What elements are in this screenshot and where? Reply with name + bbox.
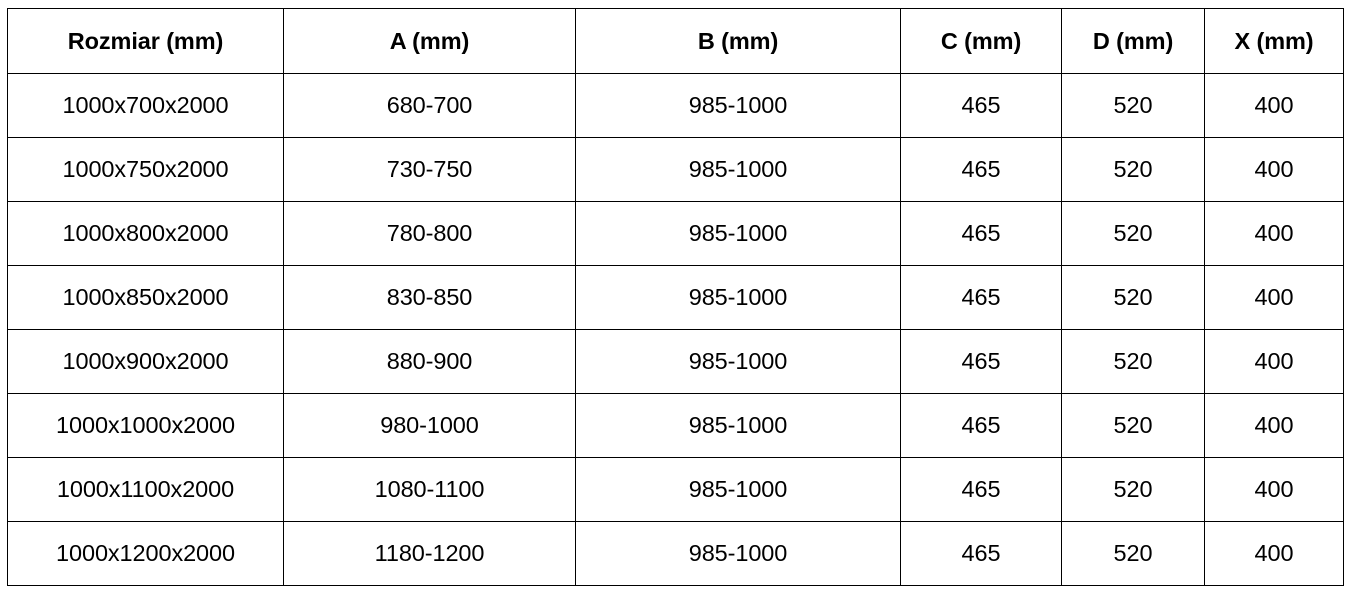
cell-c: 465: [900, 457, 1062, 522]
cell-x: 400: [1204, 137, 1344, 202]
cell-x: 400: [1204, 521, 1344, 586]
cell-c: 465: [900, 201, 1062, 266]
table-row: 1000x750x2000 730-750 985-1000 465 520 400: [7, 137, 1344, 202]
cell-x: 400: [1204, 73, 1344, 138]
cell-b: 985-1000: [575, 265, 901, 330]
cell-size: 1000x800x2000: [7, 201, 284, 266]
cell-size: 1000x1000x2000: [7, 393, 284, 458]
cell-d: 520: [1061, 137, 1205, 202]
cell-size: 1000x1100x2000: [7, 457, 284, 522]
cell-c: 465: [900, 73, 1062, 138]
cell-d: 520: [1061, 393, 1205, 458]
cell-d: 520: [1061, 329, 1205, 394]
cell-d: 520: [1061, 201, 1205, 266]
cell-c: 465: [900, 329, 1062, 394]
cell-a: 880-900: [283, 329, 576, 394]
column-header-size: Rozmiar (mm): [7, 8, 284, 74]
cell-x: 400: [1204, 201, 1344, 266]
cell-a: 780-800: [283, 201, 576, 266]
column-header-x: X (mm): [1204, 8, 1344, 74]
cell-b: 985-1000: [575, 73, 901, 138]
cell-c: 465: [900, 393, 1062, 458]
table-header: Rozmiar (mm) A (mm) B (mm) C (mm) D (mm)…: [7, 8, 1344, 74]
cell-a: 1180-1200: [283, 521, 576, 586]
table-row: 1000x850x2000 830-850 985-1000 465 520 400: [7, 265, 1344, 330]
cell-b: 985-1000: [575, 393, 901, 458]
cell-a: 980-1000: [283, 393, 576, 458]
column-header-c: C (mm): [900, 8, 1062, 74]
cell-d: 520: [1061, 73, 1205, 138]
cell-c: 465: [900, 521, 1062, 586]
column-header-a: A (mm): [283, 8, 576, 74]
cell-c: 465: [900, 137, 1062, 202]
table-row: 1000x1200x2000 1180-1200 985-1000 465 520 400: [7, 521, 1344, 586]
cell-d: 520: [1061, 265, 1205, 330]
cell-a: 730-750: [283, 137, 576, 202]
cell-x: 400: [1204, 265, 1344, 330]
cell-size: 1000x700x2000: [7, 73, 284, 138]
table-row: 1000x1000x2000 980-1000 985-1000 465 520 400: [7, 393, 1344, 458]
table-row: 1000x800x2000 780-800 985-1000 465 520 400: [7, 201, 1344, 266]
cell-size: 1000x1200x2000: [7, 521, 284, 586]
cell-b: 985-1000: [575, 329, 901, 394]
cell-b: 985-1000: [575, 521, 901, 586]
cell-c: 465: [900, 265, 1062, 330]
cell-x: 400: [1204, 329, 1344, 394]
column-header-b: B (mm): [575, 8, 901, 74]
table-row: 1000x700x2000 680-700 985-1000 465 520 400: [7, 73, 1344, 138]
cell-x: 400: [1204, 457, 1344, 522]
cell-a: 830-850: [283, 265, 576, 330]
table-row: 1000x900x2000 880-900 985-1000 465 520 400: [7, 329, 1344, 394]
cell-x: 400: [1204, 393, 1344, 458]
dimensions-table: Rozmiar (mm) A (mm) B (mm) C (mm) D (mm)…: [7, 8, 1344, 586]
cell-size: 1000x750x2000: [7, 137, 284, 202]
table-body: 1000x700x2000 680-700 985-1000 465 520 400 100…: [7, 73, 1344, 586]
table-header-row: Rozmiar (mm) A (mm) B (mm) C (mm) D (mm)…: [7, 8, 1344, 74]
column-header-d: D (mm): [1061, 8, 1205, 74]
cell-size: 1000x900x2000: [7, 329, 284, 394]
cell-size: 1000x850x2000: [7, 265, 284, 330]
cell-a: 1080-1100: [283, 457, 576, 522]
cell-b: 985-1000: [575, 201, 901, 266]
cell-b: 985-1000: [575, 457, 901, 522]
cell-d: 520: [1061, 457, 1205, 522]
cell-a: 680-700: [283, 73, 576, 138]
cell-d: 520: [1061, 521, 1205, 586]
cell-b: 985-1000: [575, 137, 901, 202]
table-row: 1000x1100x2000 1080-1100 985-1000 465 520 400: [7, 457, 1344, 522]
